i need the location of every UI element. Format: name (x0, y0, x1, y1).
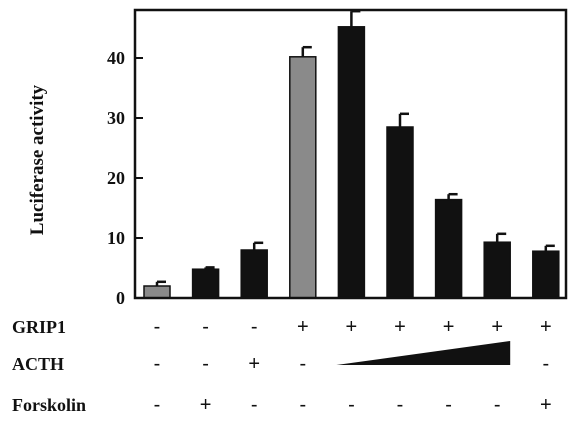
condition-mark: - (299, 394, 306, 416)
bar (483, 241, 511, 299)
condition-mark: - (494, 394, 501, 416)
condition-mark: - (542, 353, 549, 375)
condition-mark: - (397, 394, 404, 416)
condition-mark: - (154, 353, 161, 375)
condition-mark: + (443, 316, 455, 338)
bar (337, 26, 366, 299)
condition-label: ACTH (12, 354, 64, 374)
bar (434, 198, 463, 299)
y-tick-label: 0 (116, 288, 125, 308)
y-axis-label: Luciferase activity (27, 84, 48, 235)
condition-mark: + (346, 316, 358, 338)
condition-mark: + (248, 353, 260, 375)
y-ticks: 0 10 20 30 40 (107, 48, 143, 308)
condition-mark: - (348, 394, 355, 416)
condition-mark: + (491, 316, 503, 338)
condition-label: GRIP1 (12, 317, 66, 337)
condition-mark: + (297, 316, 309, 338)
bar (386, 126, 414, 299)
bar (240, 249, 268, 299)
plot-frame (133, 8, 568, 300)
bars (143, 9, 560, 299)
condition-mark: - (251, 394, 258, 416)
condition-mark: + (394, 316, 406, 338)
condition-mark: - (154, 394, 161, 416)
condition-mark: - (154, 316, 161, 338)
bar (191, 268, 220, 299)
condition-mark: - (202, 316, 209, 338)
acth-dose-ramp (336, 341, 511, 365)
y-tick-label: 10 (107, 228, 125, 248)
condition-mark: - (445, 394, 452, 416)
bar (289, 56, 317, 299)
condition-table: GRIP1 - - - + + + + + + ACTH - - + - - Forskolin - + - - - - - -… (12, 316, 552, 416)
y-tick-label: 20 (107, 168, 125, 188)
y-tick-label: 30 (107, 108, 125, 128)
condition-mark: + (200, 394, 212, 416)
condition-mark: + (540, 316, 552, 338)
condition-label: Forskolin (12, 395, 86, 415)
condition-mark: - (299, 353, 306, 375)
bar (532, 250, 560, 299)
condition-mark: - (251, 316, 258, 338)
condition-mark: - (202, 353, 209, 375)
y-tick-label: 40 (107, 48, 125, 68)
bar (143, 285, 171, 299)
condition-mark: + (540, 394, 552, 416)
